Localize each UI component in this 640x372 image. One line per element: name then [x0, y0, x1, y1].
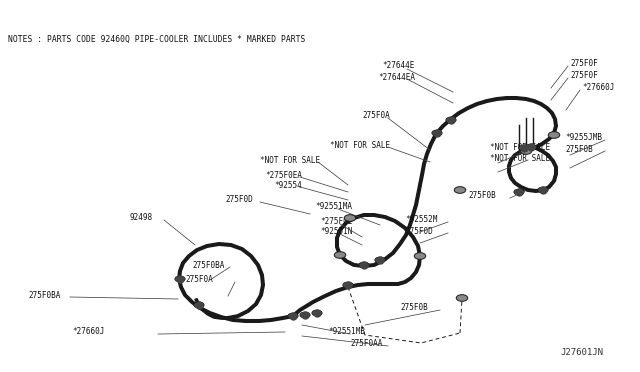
Text: *9255JMB: *9255JMB	[565, 134, 602, 142]
Circle shape	[446, 117, 456, 123]
Text: 92498: 92498	[130, 214, 153, 222]
Circle shape	[359, 262, 369, 268]
Circle shape	[526, 144, 536, 150]
Text: *NOT FOR SALE: *NOT FOR SALE	[490, 154, 550, 163]
Circle shape	[288, 313, 298, 319]
Circle shape	[194, 302, 204, 308]
Text: 275F0D: 275F0D	[225, 196, 253, 205]
Text: *92554: *92554	[275, 180, 302, 189]
Text: *NOT FOR SALE: *NOT FOR SALE	[490, 144, 550, 153]
Text: 275F0B: 275F0B	[400, 304, 428, 312]
Text: *92551MA: *92551MA	[315, 202, 352, 212]
Circle shape	[520, 148, 532, 154]
Text: *27644E: *27644E	[383, 61, 415, 71]
Text: *275F0E: *275F0E	[320, 218, 353, 227]
Circle shape	[414, 253, 426, 259]
Circle shape	[300, 312, 310, 318]
Text: *92551N: *92551N	[320, 228, 353, 237]
Circle shape	[456, 295, 468, 301]
Text: *NOT FOR SALE: *NOT FOR SALE	[260, 155, 320, 164]
Circle shape	[548, 132, 560, 138]
Text: *27660J: *27660J	[582, 83, 614, 93]
Text: 275F0BA: 275F0BA	[28, 291, 60, 299]
Text: 275F0F: 275F0F	[570, 58, 598, 67]
Text: NOTES : PARTS CODE 92460Q PIPE-COOLER INCLUDES * MARKED PARTS: NOTES : PARTS CODE 92460Q PIPE-COOLER IN…	[8, 35, 305, 44]
Text: *27644EA: *27644EA	[378, 74, 415, 83]
Circle shape	[175, 276, 185, 282]
Circle shape	[334, 251, 346, 258]
Circle shape	[432, 130, 442, 136]
Circle shape	[343, 282, 353, 288]
Text: 275F0D: 275F0D	[405, 227, 433, 235]
Text: 275F0F: 275F0F	[570, 71, 598, 80]
Text: *92551MB: *92551MB	[328, 327, 365, 337]
Text: *NOT FOR SALE: *NOT FOR SALE	[330, 141, 390, 150]
Circle shape	[375, 257, 385, 263]
Text: J27601JN: J27601JN	[560, 348, 603, 357]
Text: 275F0A: 275F0A	[185, 276, 212, 285]
Circle shape	[454, 187, 466, 193]
Circle shape	[538, 187, 548, 193]
Circle shape	[519, 145, 529, 151]
Circle shape	[514, 189, 524, 195]
Text: *275F0EA: *275F0EA	[265, 170, 302, 180]
Text: 275F0B: 275F0B	[468, 192, 496, 201]
Circle shape	[312, 310, 322, 316]
Text: *27660J: *27660J	[72, 327, 105, 337]
Text: *92552M: *92552M	[405, 215, 437, 224]
Text: 275F0B: 275F0B	[565, 144, 593, 154]
Circle shape	[344, 215, 356, 221]
Text: 275F0BA: 275F0BA	[192, 260, 225, 269]
Text: 275F0A: 275F0A	[362, 112, 390, 121]
Text: 275F0AA: 275F0AA	[350, 340, 382, 349]
